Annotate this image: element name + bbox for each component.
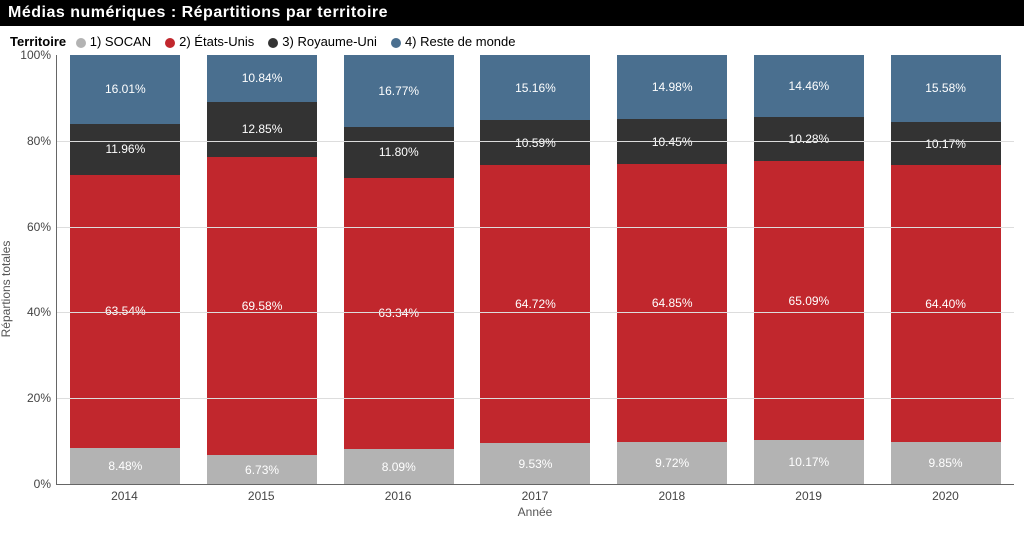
- gridline: [57, 398, 1014, 399]
- bar-column: 14.46%10.28%65.09%10.17%: [754, 55, 864, 484]
- bar-segment: 14.98%: [617, 55, 727, 119]
- bar-segment: 12.85%: [207, 102, 317, 157]
- legend-swatch: [165, 38, 175, 48]
- bar-segment: 14.46%: [754, 55, 864, 117]
- bar-column: 10.84%12.85%69.58%6.73%: [207, 55, 317, 484]
- x-tick-label: 2018: [617, 489, 727, 503]
- bar-segment: 10.17%: [891, 122, 1001, 166]
- bar-column: 14.98%10.45%64.85%9.72%: [617, 55, 727, 484]
- bar-segment: 64.72%: [480, 165, 590, 443]
- bar-segment: 10.84%: [207, 55, 317, 102]
- bar-segment: 63.34%: [344, 178, 454, 450]
- x-tick-label: 2020: [890, 489, 1000, 503]
- bar-column: 15.58%10.17%64.40%9.85%: [891, 55, 1001, 484]
- bar-segment: 8.48%: [70, 448, 180, 484]
- bar-segment: 63.54%: [70, 175, 180, 448]
- x-tick-label: 2015: [206, 489, 316, 503]
- y-tick-label: 40%: [9, 305, 51, 319]
- bar-segment: 6.73%: [207, 455, 317, 484]
- x-axis-label: Année: [56, 503, 1014, 519]
- chart: Répartions totales 16.01%11.96%63.54%8.4…: [0, 55, 1024, 523]
- bar-segment: 16.77%: [344, 55, 454, 127]
- bar-segment: 15.58%: [891, 55, 1001, 122]
- bar-segment: 8.09%: [344, 449, 454, 484]
- legend-label: Territoire: [10, 34, 66, 49]
- bar-segment: 64.40%: [891, 165, 1001, 441]
- bar-segment: 10.28%: [754, 117, 864, 161]
- legend-swatch: [391, 38, 401, 48]
- legend-item: 3) Royaume-Uni: [266, 34, 377, 49]
- legend-item: 1) SOCAN: [74, 34, 151, 49]
- legend-item: 4) Reste de monde: [389, 34, 516, 49]
- y-axis-label: Répartions totales: [0, 241, 13, 338]
- bar-segment: 10.59%: [480, 120, 590, 165]
- y-tick-label: 20%: [9, 391, 51, 405]
- bar-segment: 11.96%: [70, 124, 180, 175]
- legend-swatch: [76, 38, 86, 48]
- bar-column: 15.16%10.59%64.72%9.53%: [480, 55, 590, 484]
- gridline: [57, 141, 1014, 142]
- y-tick-label: 0%: [9, 477, 51, 491]
- y-tick-label: 80%: [9, 134, 51, 148]
- bar-column: 16.01%11.96%63.54%8.48%: [70, 55, 180, 484]
- bar-segment: 16.01%: [70, 55, 180, 124]
- bar-segment: 10.17%: [754, 440, 864, 484]
- y-tick-label: 100%: [9, 48, 51, 62]
- bar-segment: 11.80%: [344, 127, 454, 178]
- x-tick-label: 2014: [69, 489, 179, 503]
- chart-title: Médias numériques : Répartitions par ter…: [0, 0, 1024, 26]
- bar-segment: 9.53%: [480, 443, 590, 484]
- legend-swatch: [268, 38, 278, 48]
- x-ticks: 2014 2015 2016 2017 2018 2019 2020: [56, 485, 1014, 503]
- y-tick-label: 60%: [9, 220, 51, 234]
- plot-area: 16.01%11.96%63.54%8.48%10.84%12.85%69.58…: [56, 55, 1014, 485]
- gridline: [57, 227, 1014, 228]
- x-tick-label: 2017: [480, 489, 590, 503]
- bar-column: 16.77%11.80%63.34%8.09%: [344, 55, 454, 484]
- x-tick-label: 2019: [754, 489, 864, 503]
- bar-segment: 9.72%: [617, 442, 727, 484]
- bar-segment: 9.85%: [891, 442, 1001, 484]
- legend-item: 2) États-Unis: [163, 34, 254, 49]
- x-tick-label: 2016: [343, 489, 453, 503]
- bar-segment: 69.58%: [207, 157, 317, 455]
- bar-segment: 15.16%: [480, 55, 590, 120]
- gridline: [57, 312, 1014, 313]
- bar-segment: 64.85%: [617, 164, 727, 442]
- legend: Territoire 1) SOCAN 2) États-Unis 3) Royau…: [0, 26, 1024, 55]
